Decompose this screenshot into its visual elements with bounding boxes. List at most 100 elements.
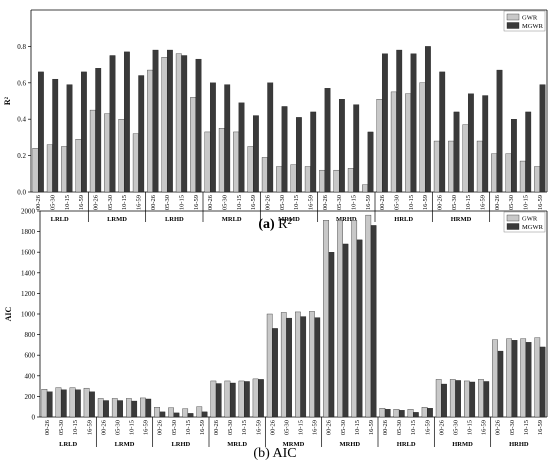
caption-a-letter: (a): [258, 217, 275, 232]
bar-mgwr: [324, 88, 331, 193]
bar-mgwr: [410, 53, 417, 193]
x-tick-label: 10-15: [354, 420, 361, 435]
x-tick-label: 10-15: [408, 195, 415, 210]
bar-mgwr: [37, 71, 44, 193]
bar-mgwr: [439, 71, 446, 193]
y-tick-label: 1200: [21, 290, 36, 298]
bar-gwr: [182, 408, 189, 418]
bar-mgwr: [187, 413, 194, 418]
bar-mgwr: [427, 408, 433, 418]
bar-mgwr: [103, 400, 109, 418]
bar-gwr: [435, 379, 442, 418]
bar-gwr: [379, 408, 386, 418]
bar-gwr: [154, 407, 160, 418]
x-tick-label: 00-26: [437, 194, 444, 210]
bar-gwr: [476, 140, 483, 193]
x-tick-label: 10-15: [236, 195, 243, 210]
bar-mgwr: [510, 119, 517, 193]
bar-mgwr: [314, 317, 321, 418]
x-tick-label: 10-15: [179, 195, 186, 210]
bar-mgwr: [267, 82, 274, 193]
bar-gwr: [83, 387, 90, 418]
bar-mgwr: [145, 398, 152, 418]
x-tick-label: 00-26: [326, 419, 333, 435]
bar-mgwr: [238, 102, 245, 193]
bar-gwr: [233, 131, 240, 193]
legend-swatch-mgwr: [506, 223, 520, 230]
bar-gwr: [534, 166, 541, 193]
x-tick-label: 05-30: [279, 195, 286, 210]
caption-b: (b) AIC: [0, 446, 550, 462]
bar-mgwr: [181, 55, 188, 193]
y-tick-label: 0.6: [17, 79, 26, 87]
x-tick-label: 00-26: [157, 419, 164, 435]
bar-mgwr: [413, 412, 419, 418]
bar-mgwr: [89, 391, 95, 418]
bar-mgwr: [224, 84, 231, 193]
bar-gwr: [323, 220, 329, 418]
bar-mgwr: [173, 412, 180, 418]
bar-gwr: [309, 311, 315, 418]
x-tick-label: 10-15: [72, 420, 79, 435]
bar-gwr: [520, 338, 527, 418]
x-tick-label: 10-15: [523, 420, 530, 435]
x-tick-label: 10-15: [129, 420, 136, 435]
bar-mgwr: [370, 225, 377, 418]
group-label: HRMD: [452, 441, 473, 448]
x-tick-label: 05-30: [164, 195, 171, 210]
y-tick-label: 2000: [21, 208, 36, 216]
bar-gwr: [75, 139, 82, 193]
group-label: MRHD: [340, 441, 361, 448]
bar-gwr: [161, 57, 168, 193]
x-tick-label: 10-15: [185, 420, 192, 435]
x-tick-label: 00-26: [382, 419, 389, 435]
y-tick-label: 1800: [21, 228, 36, 236]
bar-gwr: [140, 397, 146, 418]
bar-gwr: [224, 380, 231, 418]
x-tick-label: 16-59: [422, 195, 429, 210]
y-tick-label: 1600: [21, 249, 36, 257]
y-tick-label: 0.0: [17, 189, 26, 197]
group-label: LRHD: [171, 441, 190, 448]
x-tick-label: 16-59: [480, 195, 487, 210]
bar-mgwr: [131, 400, 138, 418]
bar-gwr: [462, 124, 469, 193]
bar-gwr: [132, 133, 139, 193]
x-tick-label: 10-15: [351, 195, 358, 210]
bar-gwr: [55, 387, 62, 418]
group-label: MRMD: [283, 441, 305, 448]
bar-mgwr: [244, 381, 250, 418]
x-tick-label: 00-26: [35, 194, 42, 210]
bar-mgwr: [46, 391, 53, 418]
bar-mgwr: [482, 95, 489, 193]
bar-gwr: [168, 407, 174, 418]
bar-gwr: [304, 166, 311, 193]
bar-mgwr: [496, 69, 503, 193]
y-tick-label: 0.4: [17, 116, 26, 124]
x-tick-label: 16-59: [143, 420, 150, 435]
x-tick-label: 10-15: [121, 195, 128, 210]
bar-mgwr: [525, 342, 532, 418]
x-tick-label: 16-59: [312, 420, 319, 435]
bar-mgwr: [424, 46, 431, 193]
bar-mgwr: [215, 383, 222, 418]
legend-label-gwr: GWR: [522, 216, 538, 223]
bar-mgwr: [229, 382, 236, 418]
bar-mgwr: [201, 411, 208, 418]
x-tick-label: 05-30: [452, 420, 459, 435]
x-tick-label: 05-30: [107, 195, 114, 210]
bar-gwr: [104, 113, 111, 193]
bar-gwr: [376, 99, 383, 193]
bar-gwr: [448, 140, 455, 193]
bar-gwr: [210, 380, 217, 418]
x-tick-label: 05-30: [50, 195, 57, 210]
group-label: HRHD: [509, 441, 529, 448]
bar-gwr: [505, 153, 512, 193]
bar-gwr: [365, 214, 372, 418]
legend-swatch-gwr: [506, 214, 520, 222]
bar-mgwr: [258, 379, 264, 418]
bar-gwr: [478, 379, 484, 418]
bar-mgwr: [338, 99, 345, 193]
caption-a: (a) R²: [0, 217, 550, 233]
bar-mgwr: [123, 51, 130, 193]
